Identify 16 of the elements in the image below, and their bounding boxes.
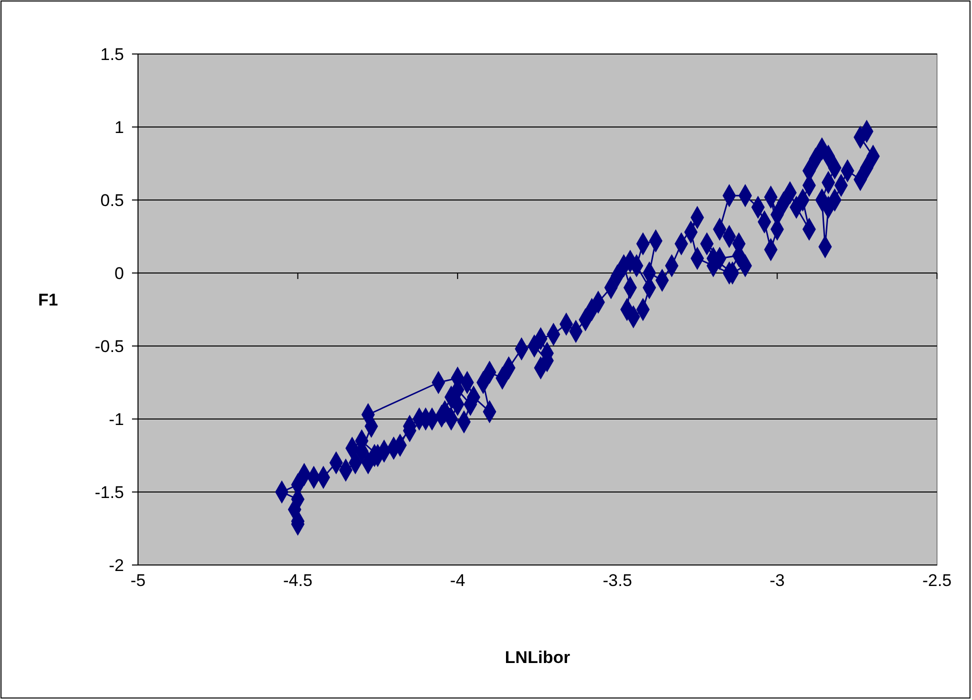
y-tick-label: 0.5 — [100, 191, 124, 210]
y-tick-label: -0.5 — [94, 337, 124, 356]
x-tick-label: -4.5 — [283, 571, 312, 590]
x-tick-label: -2.5 — [922, 571, 952, 590]
x-axis-title: LNLibor — [504, 648, 570, 667]
x-tick-label: -5 — [130, 571, 146, 590]
x-tick-label: -3 — [770, 571, 785, 590]
y-tick-label: -1.5 — [94, 483, 124, 502]
x-tick-label: -4 — [450, 571, 466, 590]
x-tick-label: -3.5 — [602, 571, 632, 590]
y-tick-label: 1.5 — [100, 45, 124, 64]
y-tick-label: -1 — [108, 410, 124, 429]
y-axis-title: F1 — [38, 290, 58, 310]
y-tick-label: 1 — [114, 118, 124, 137]
y-tick-label: -2 — [108, 556, 124, 575]
y-tick-label: 0 — [114, 264, 124, 283]
